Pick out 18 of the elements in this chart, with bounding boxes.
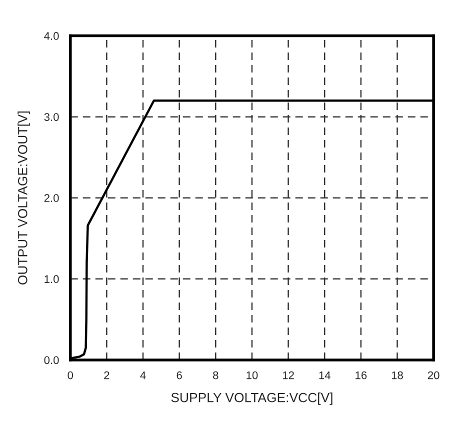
x-axis-title: SUPPLY VOLTAGE:VCC[V] [171, 392, 332, 405]
x-tick-label: 14 [319, 371, 330, 380]
y-tick-label: 4.0 [44, 32, 59, 40]
x-tick-label: 0 [68, 371, 74, 380]
x-tick-label: 20 [428, 371, 440, 380]
y-tick-label: 0.0 [44, 356, 59, 364]
x-tick-label: 4 [140, 371, 146, 380]
y-tick-label: 1.0 [44, 275, 59, 284]
y-tick-label: 2.0 [44, 194, 59, 202]
x-tick-label: 16 [356, 371, 367, 380]
y-axis-title: OUTPUT VOLTAGE:VOUT[V] [18, 112, 30, 284]
x-tick-label: 10 [246, 371, 258, 380]
x-tick-label: 8 [213, 371, 218, 380]
x-tick-label: 18 [392, 371, 403, 380]
x-tick-label: 12 [282, 371, 294, 380]
x-tick-label: 2 [104, 371, 110, 380]
x-tick-label: 6 [176, 371, 182, 380]
y-tick-label: 3.0 [44, 113, 59, 121]
